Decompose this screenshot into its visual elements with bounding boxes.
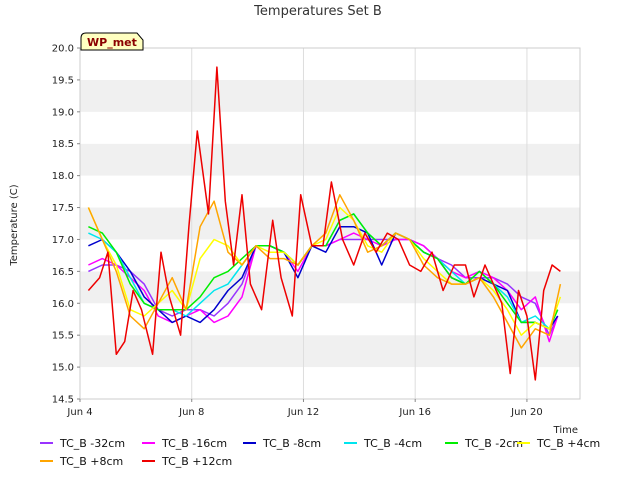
y-axis-title: Temperature (C) xyxy=(9,184,20,266)
x-tick-label: Jun 20 xyxy=(510,407,543,418)
chart-title: Temperatures Set B xyxy=(253,4,382,19)
x-axis-ticks: Jun 4 Jun 8 Jun 12 Jun 16 Jun 20 xyxy=(66,399,543,418)
legend-label: TC_B -16cm xyxy=(161,437,227,450)
y-tick-label: 14.5 xyxy=(52,395,74,406)
legend-label: TC_B -4cm xyxy=(363,437,422,450)
legend-label: TC_B -32cm xyxy=(59,437,125,450)
x-tick-label: Jun 16 xyxy=(398,407,431,418)
series-line xyxy=(88,225,559,330)
y-tick-label: 18.5 xyxy=(52,139,74,150)
series-line xyxy=(88,213,559,330)
legend-label: TC_B +4cm xyxy=(536,437,600,450)
x-tick-label: Jun 8 xyxy=(178,407,204,418)
band xyxy=(80,143,580,176)
legend-label: TC_B -8cm xyxy=(262,437,321,450)
band xyxy=(80,79,580,112)
y-tick-label: 17.0 xyxy=(52,235,74,246)
y-tick-label: 15.0 xyxy=(52,363,74,374)
legend-item: TC_B -16cm xyxy=(142,437,227,450)
legend-item: TC_B +4cm xyxy=(517,437,600,450)
series-lines xyxy=(87,66,562,381)
y-tick-label: 16.5 xyxy=(52,267,74,278)
x-tick-label: Jun 12 xyxy=(287,407,320,418)
legend-item: TC_B -32cm xyxy=(40,437,125,450)
badge-shape xyxy=(80,32,144,51)
y-tick-label: 16.0 xyxy=(52,299,74,310)
y-tick-label: 15.5 xyxy=(52,331,74,342)
y-tick-label: 19.5 xyxy=(52,75,74,86)
y-axis-ticks: 14.5 15.0 15.5 16.0 16.5 17.0 17.5 18.0 18.5 19.0… xyxy=(52,44,80,406)
series-line xyxy=(87,206,562,336)
y-tick-label: 20.0 xyxy=(52,44,74,55)
band xyxy=(80,335,580,368)
legend-item: TC_B +8cm xyxy=(40,455,123,468)
series-line xyxy=(87,66,561,381)
plot-background-bands xyxy=(80,48,580,399)
legend-item: TC_B -4cm xyxy=(344,437,422,450)
y-tick-label: 18.0 xyxy=(52,171,74,182)
band xyxy=(80,111,580,144)
band xyxy=(80,48,580,80)
legend-label: TC_B +8cm xyxy=(59,455,123,468)
band xyxy=(80,367,580,399)
legend-item: TC_B +12cm xyxy=(142,455,232,468)
x-axis-title: Time xyxy=(553,425,578,436)
plot-frame xyxy=(79,47,581,400)
y-tick-label: 19.0 xyxy=(52,107,74,118)
legend-item: TC_B -2cm xyxy=(445,437,523,450)
legend-label: TC_B +12cm xyxy=(161,455,232,468)
legend-item: TC_B -8cm xyxy=(243,437,321,450)
legend-label: TC_B -2cm xyxy=(464,437,523,450)
y-tick-label: 17.5 xyxy=(52,203,74,214)
legend: TC_B -32cm TC_B -16cm TC_B -8cm TC_B -4cm TC… xyxy=(40,437,600,468)
badge-label: WP_met xyxy=(87,36,137,49)
band xyxy=(80,303,580,336)
x-tick-label: Jun 4 xyxy=(66,407,92,418)
station-badge: WP_met xyxy=(80,32,144,51)
